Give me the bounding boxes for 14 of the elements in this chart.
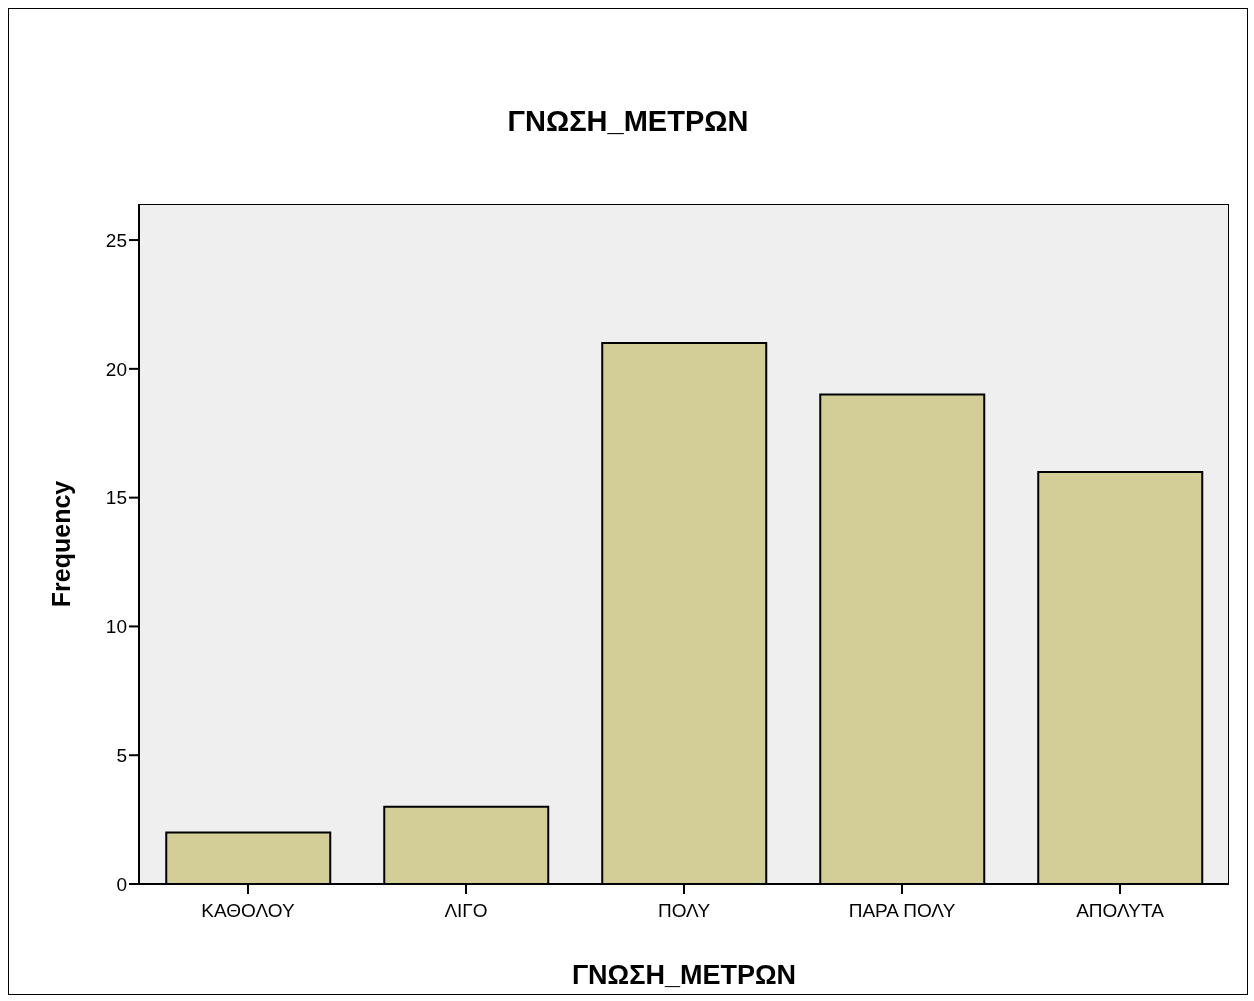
y-tick-label: 20 (105, 358, 127, 380)
chart-title: ΓΝΩΣΗ_ΜΕΤΡΩΝ (506, 105, 750, 138)
y-axis-title: Frequency (46, 480, 75, 608)
y-tick-label: 15 (105, 487, 127, 509)
y-tick-label: 25 (105, 229, 127, 251)
x-tick-label: ΠΟΛΥ (657, 900, 711, 922)
x-tick-label: ΠΑΡΑ ΠΟΛΥ (848, 900, 956, 922)
y-tick-label: 0 (116, 873, 127, 895)
x-tick-label: ΚΑΘΟΛΟΥ (201, 900, 295, 922)
y-tick-label: 10 (105, 616, 127, 638)
y-tick-label: 5 (116, 744, 127, 766)
x-tick-label: ΑΠΟΛΥΤΑ (1076, 900, 1165, 922)
x-tick-label: ΛΙΓΟ (444, 900, 488, 922)
x-axis-title: ΓΝΩΣΗ_ΜΕΤΡΩΝ (571, 960, 797, 990)
